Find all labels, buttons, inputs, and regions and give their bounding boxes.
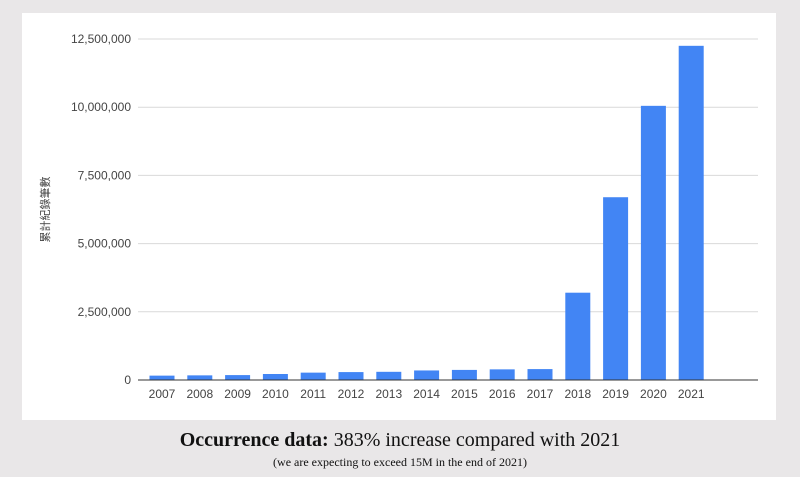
x-tick-label: 2017 bbox=[527, 387, 554, 401]
bar-2021 bbox=[678, 45, 704, 380]
chart-panel: 0 2,500,000 5,000,000 7,500,000 10,000,000 12… bbox=[22, 13, 776, 420]
y-tick-label: 0 bbox=[124, 373, 131, 387]
bar-2012 bbox=[338, 372, 364, 380]
bar-2010 bbox=[262, 373, 288, 380]
bar-2018 bbox=[565, 292, 591, 380]
caption-main-text: 383% increase compared with 2021 bbox=[328, 429, 621, 451]
y-tick-label: 2,500,000 bbox=[78, 305, 132, 319]
caption: Occurrence data: 383% increase compared … bbox=[0, 428, 800, 470]
bar-2008 bbox=[187, 375, 213, 380]
bar-2007 bbox=[149, 375, 175, 380]
x-tick-labels: 2007 2008 2009 2010 2011 2012 2013 2014 2015 2016… bbox=[149, 387, 705, 401]
y-tick-label: 5,000,000 bbox=[78, 237, 132, 251]
x-tick-label: 2020 bbox=[640, 387, 667, 401]
bar-2016 bbox=[489, 369, 515, 380]
x-tick-label: 2019 bbox=[602, 387, 629, 401]
bar-2020 bbox=[640, 105, 666, 380]
bar-2015 bbox=[451, 369, 477, 380]
bar-2009 bbox=[225, 375, 251, 380]
y-axis-label: 累計紀錄筆數 bbox=[38, 177, 52, 243]
x-tick-label: 2018 bbox=[564, 387, 591, 401]
x-tick-label: 2016 bbox=[489, 387, 516, 401]
caption-main: Occurrence data: 383% increase compared … bbox=[0, 428, 800, 452]
x-tick-label: 2012 bbox=[338, 387, 365, 401]
x-tick-label: 2011 bbox=[300, 387, 326, 401]
x-tick-label: 2015 bbox=[451, 387, 478, 401]
x-tick-label: 2007 bbox=[149, 387, 176, 401]
caption-subtitle: (we are expecting to exceed 15M in the e… bbox=[273, 455, 527, 469]
x-tick-label: 2021 bbox=[678, 387, 705, 401]
x-tick-label: 2014 bbox=[413, 387, 440, 401]
bar-2017 bbox=[527, 369, 553, 380]
caption-bold-label: Occurrence data: bbox=[179, 429, 329, 451]
y-tick-label: 7,500,000 bbox=[78, 168, 132, 182]
bar-2014 bbox=[414, 370, 440, 380]
bars bbox=[149, 45, 704, 380]
x-tick-label: 2008 bbox=[186, 387, 213, 401]
x-tick-label: 2010 bbox=[262, 387, 289, 401]
bar-2013 bbox=[376, 371, 402, 380]
bar-2011 bbox=[300, 372, 326, 380]
x-tick-label: 2013 bbox=[375, 387, 402, 401]
bar-2019 bbox=[603, 197, 629, 380]
bar-chart: 0 2,500,000 5,000,000 7,500,000 10,000,000 12… bbox=[38, 32, 758, 401]
y-tick-labels: 0 2,500,000 5,000,000 7,500,000 10,000,000 12… bbox=[71, 32, 131, 387]
x-tick-label: 2009 bbox=[224, 387, 251, 401]
y-tick-label: 10,000,000 bbox=[71, 100, 131, 114]
y-tick-label: 12,500,000 bbox=[71, 32, 131, 46]
